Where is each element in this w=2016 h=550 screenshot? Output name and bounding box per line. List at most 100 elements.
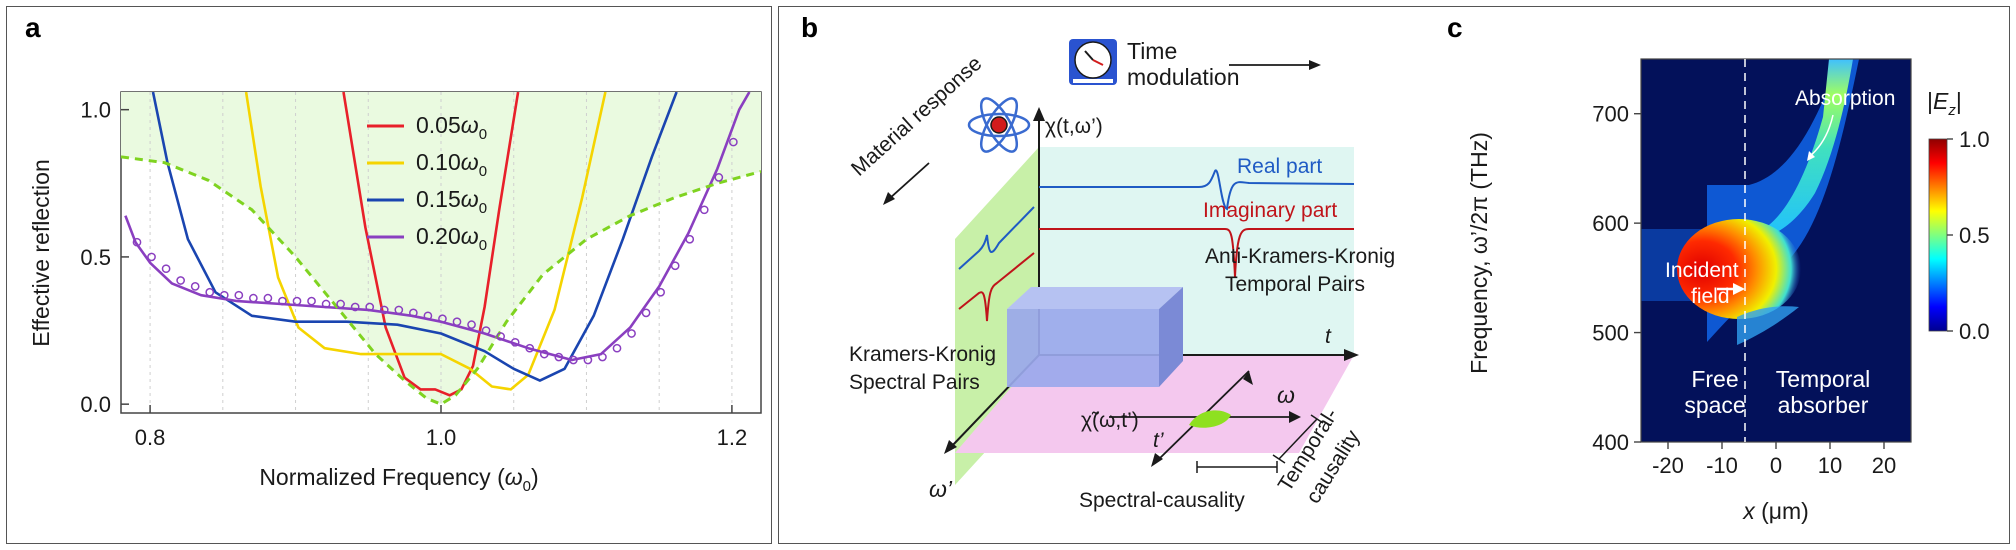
heatmap-y-tick-label: 700: [1592, 102, 1629, 127]
data-marker: [525, 343, 535, 353]
data-marker: [641, 308, 651, 318]
temporal-absorber-line1: Temporal: [1776, 366, 1871, 392]
chi-tilde-label: χ̃(ω,t’): [1081, 409, 1139, 432]
heatmap-x-tick-label: 20: [1872, 453, 1896, 478]
heatmap-x-tick-label: 10: [1818, 453, 1842, 478]
series-line: [151, 92, 678, 382]
free-space-line1: Free: [1691, 366, 1738, 392]
data-marker: [554, 352, 564, 362]
data-marker: [699, 205, 709, 215]
kk-label-line1: Kramers-Kronig: [849, 343, 996, 366]
y-tick-label: 0.0: [80, 392, 111, 417]
akk-label-line1: Anti-Kramers-Kronig: [1205, 245, 1395, 268]
spectral-real-curve: [958, 206, 1035, 270]
incident-arrowhead: [1733, 283, 1745, 295]
colorbar-title: |Ez|: [1927, 88, 1962, 119]
colorbar-ticks: 0.0 0.5 1.0: [1947, 127, 1990, 344]
panel-a: a 0.8 1.0 1.2 0.0 0.5 1.0 0.05ω0 0.10ω0 0.15ω0 0…: [6, 6, 772, 544]
data-marker: [612, 343, 622, 353]
data-marker: [714, 173, 724, 182]
data-marker: [249, 293, 258, 303]
panel-letter-a: a: [25, 12, 41, 43]
x-axis-title: Normalized Frequency (ω0): [259, 464, 538, 495]
box-side: [1159, 287, 1183, 387]
data-marker: [598, 352, 607, 362]
t-axis-arrowhead: [1344, 349, 1359, 361]
heatmap-x-tick-label: 0: [1770, 453, 1782, 478]
data-marker: [336, 299, 345, 309]
data-marker: [627, 329, 636, 338]
atom-icon: [967, 97, 1031, 153]
spectral-imag-curve: [958, 252, 1035, 322]
colorbar-tick-label: 1.0: [1959, 127, 1990, 152]
data-marker: [379, 305, 389, 315]
t-prime-label: t’: [1153, 429, 1164, 452]
data-marker: [190, 282, 200, 291]
omega-prime-label: ω’: [929, 476, 953, 502]
field-tail: [1737, 306, 1799, 345]
effective-reflection-chart: a 0.8 1.0 1.20.00.51.0 0.05ω00.10ω00.15ω00…: [25, 12, 762, 495]
modulation-label: modulation: [1127, 64, 1240, 90]
field-heatmap-chart: -20 -10 0 10 20 400 500 600 700 Absorption Incid…: [1466, 58, 1990, 524]
heatmap-x-tick-label: -20: [1652, 453, 1684, 478]
colorbar-tick-label: 0.5: [1959, 223, 1990, 248]
data-marker: [219, 290, 229, 300]
data-marker: [583, 355, 593, 365]
x-tick-label: 1.0: [426, 425, 457, 450]
real-part-curve: [1039, 169, 1355, 211]
material-response-arrow: [888, 162, 930, 200]
data-marker: [670, 261, 680, 271]
data-marker: [176, 276, 185, 285]
temporal-absorber-line2: absorber: [1778, 392, 1869, 418]
data-marker: [452, 317, 462, 327]
data-marker: [423, 311, 433, 321]
data-marker: [292, 296, 302, 306]
omega-axis-label: ω: [1277, 382, 1295, 408]
data-marker: [481, 326, 491, 335]
data-marker: [307, 296, 316, 306]
heatmap-x-tick-label: -10: [1706, 453, 1738, 478]
data-marker: [234, 290, 244, 300]
incident-label-line2: field: [1691, 285, 1730, 308]
akk-label-line2: Temporal Pairs: [1225, 273, 1365, 296]
imaginary-part-label: Imaginary part: [1203, 199, 1337, 222]
data-marker: [569, 355, 578, 365]
x-tick-label: 1.2: [717, 425, 748, 450]
chi-axis-arrowhead: [1033, 107, 1045, 121]
y-tick-label: 0.5: [80, 245, 111, 270]
data-marker: [467, 320, 476, 330]
data-marker: [729, 137, 738, 147]
data-marker: [539, 349, 549, 359]
heatmap-y-title: Frequency, ω’/2π (THz): [1466, 132, 1492, 374]
t-prime-arrowhead-top: [1243, 371, 1253, 385]
y-tick-label: 1.0: [80, 98, 111, 123]
axis-ticks: 0.8 1.0 1.2 0.0 0.5 1.0: [80, 98, 747, 450]
panel-b-and-c: b Material response: [778, 6, 2010, 544]
omega-prime-axis-arrowhead: [944, 440, 957, 454]
data-marker: [205, 287, 215, 297]
series-line: [244, 92, 607, 391]
legend-label: 0.20ω0: [416, 223, 487, 254]
absorption-branch: [1759, 59, 1853, 239]
colorbar-tick-label: 0.0: [1959, 319, 1990, 344]
heatmap-axis-ticks: -20 -10 0 10 20 400 500 600 700: [1592, 102, 1896, 478]
tbracket-top-tick: [1310, 414, 1324, 424]
material-response-label: Material response: [847, 52, 986, 181]
colorbar: [1928, 138, 1948, 332]
spectral-causality-label: Spectral-causality: [1079, 489, 1245, 512]
data-marker: [394, 305, 404, 315]
legend-label: 0.10ω0: [416, 149, 487, 180]
data-marker: [132, 237, 142, 247]
data-marker: [161, 264, 171, 274]
tbracket-bottom-tick: [1272, 454, 1286, 464]
heatmap-x-title: x (μm): [1742, 498, 1809, 524]
schematic-diagram: b Material response: [801, 12, 1990, 524]
legend-label: 0.05ω0: [416, 112, 487, 143]
legend: 0.05ω0 0.10ω0 0.15ω0 0.20ω0: [367, 112, 487, 254]
data-marker: [278, 296, 287, 306]
data-marker: [263, 293, 273, 303]
temporal-causality-bracket: [1278, 418, 1318, 460]
absorption-label: Absorption: [1795, 87, 1895, 110]
grid-lines: [149, 92, 733, 413]
absorption-pointer-head: [1807, 151, 1815, 161]
